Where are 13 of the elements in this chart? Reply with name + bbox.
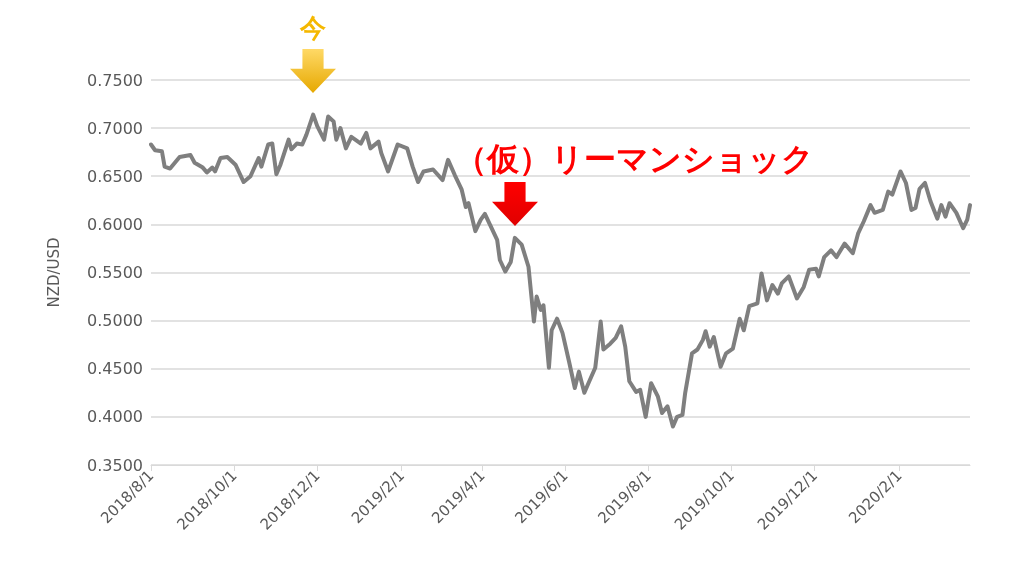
annotation: （仮）リーマンショック <box>454 138 814 180</box>
y-tick-label: 0.4000 <box>87 407 143 427</box>
y-tick-label: 0.5000 <box>87 311 143 331</box>
y-axis-title: NZD/USD <box>44 237 63 308</box>
y-tick-label: 0.7000 <box>87 118 143 138</box>
y-tick-label: 0.3500 <box>87 455 143 475</box>
y-tick-label: 0.7500 <box>87 70 143 90</box>
y-tick-label: 0.6000 <box>87 214 143 234</box>
y-tick-label: 0.6500 <box>87 166 143 186</box>
annotation: 今 <box>300 11 327 45</box>
y-tick-label: 0.5500 <box>87 263 143 282</box>
line-series <box>149 112 972 429</box>
y-tick-label: 0.4500 <box>87 359 143 379</box>
